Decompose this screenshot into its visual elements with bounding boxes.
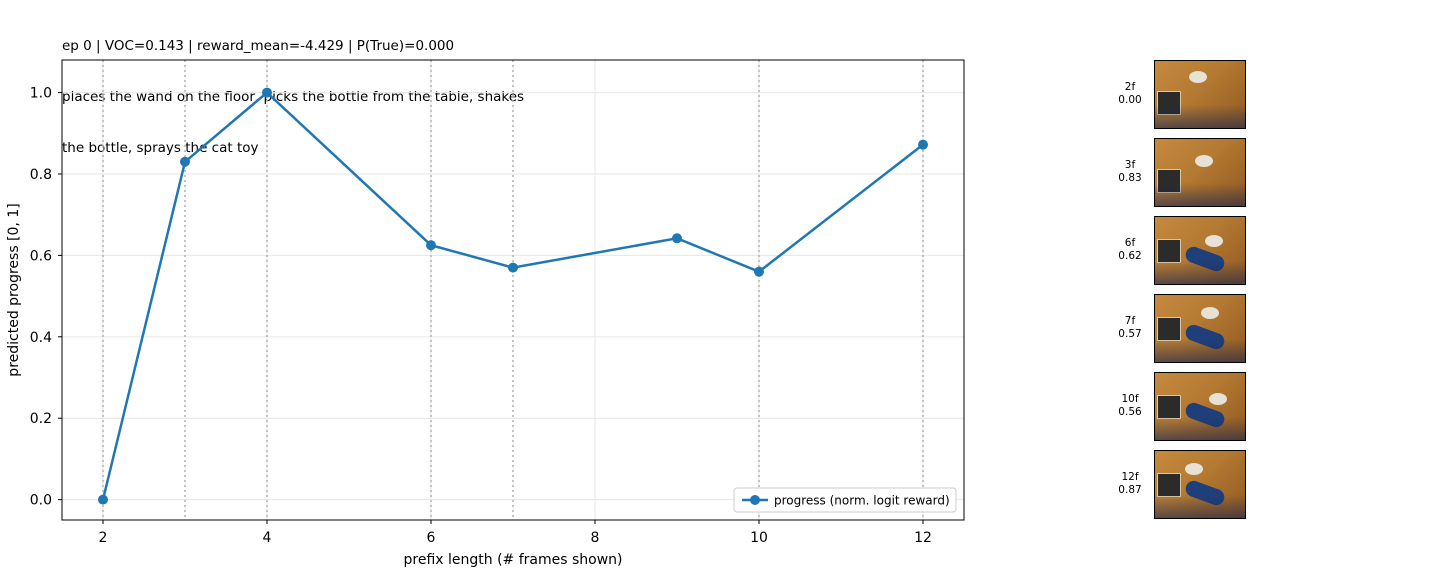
legend-marker xyxy=(750,495,760,505)
x-tick-label: 2 xyxy=(99,530,108,546)
title-line-1: ep 0 | VOC=0.143 | reward_mean=-4.429 | … xyxy=(62,38,455,54)
thumbnail-cat xyxy=(1195,155,1213,167)
thumbnail-frames: 6f xyxy=(1124,237,1136,249)
thumbnail-frames: 2f xyxy=(1124,81,1136,93)
thumbnail-frames: 12f xyxy=(1121,471,1139,483)
plot-frame xyxy=(61,59,965,521)
thumbnail-score: 0.57 xyxy=(1118,328,1142,340)
thumbnail-image xyxy=(1154,138,1246,207)
thumbnail-shade xyxy=(1155,494,1245,518)
y-tick-label: 0.8 xyxy=(30,167,52,183)
x-tick-label: 8 xyxy=(591,530,600,546)
y-tick-label: 0.6 xyxy=(30,248,52,264)
thumbnail-shade xyxy=(1155,338,1245,362)
thumbnail-shade xyxy=(1155,182,1245,206)
thumbnail-label: 3f 0.83 xyxy=(1100,159,1160,185)
thumbnail-score: 0.62 xyxy=(1118,250,1142,262)
data-point xyxy=(754,266,764,277)
thumbnail-device xyxy=(1157,473,1181,497)
data-point xyxy=(98,494,108,505)
title-line-3: the bottle, sprays the cat toy xyxy=(62,140,259,156)
thumbnail-shade xyxy=(1155,260,1245,284)
y-tick-label: 0.0 xyxy=(30,493,52,509)
data-point xyxy=(918,139,928,150)
legend-box xyxy=(733,487,957,513)
thumbnail-label: 10f 0.56 xyxy=(1100,393,1160,419)
x-tick-label: 12 xyxy=(914,530,932,546)
thumbnail-device xyxy=(1157,395,1181,419)
legend-label: progress (norm. logit reward) xyxy=(774,494,950,508)
x-tick-label: 10 xyxy=(750,530,768,546)
y-tick-label: 0.2 xyxy=(30,411,52,427)
x-axis-label: prefix length (# frames shown) xyxy=(404,552,623,568)
thumbnail-label: 7f 0.57 xyxy=(1100,315,1160,341)
thumbnail-device xyxy=(1157,317,1181,341)
y-tick-label: 1.0 xyxy=(30,86,52,102)
thumbnail-score: 0.83 xyxy=(1118,172,1142,184)
chart-canvas: 2 4 6 8 10 12 0.0 0.2 0.4 0.6 0.8 1.0 prefix length … xyxy=(6,59,965,568)
thumbnail-shade xyxy=(1155,416,1245,440)
thumbnail-label: 12f 0.87 xyxy=(1100,471,1160,497)
data-point xyxy=(508,262,518,273)
data-point xyxy=(672,233,682,244)
thumbnail-label: 2f 0.00 xyxy=(1100,81,1160,107)
thumbnail-device xyxy=(1157,239,1181,263)
thumbnail-cat xyxy=(1209,393,1227,405)
y-axis-label: predicted progress [0, 1] xyxy=(6,203,22,376)
thumbnail-frames: 3f xyxy=(1124,159,1136,171)
thumbnail-frames: 10f xyxy=(1121,393,1139,405)
data-point xyxy=(426,240,436,251)
thumbnail-score: 0.56 xyxy=(1118,406,1142,418)
thumbnail-image xyxy=(1154,450,1246,519)
thumbnail-image xyxy=(1154,216,1246,285)
thumbnail-image xyxy=(1154,60,1246,129)
data-point xyxy=(262,87,272,98)
thumbnail-score: 0.87 xyxy=(1118,484,1142,496)
x-tick-label: 4 xyxy=(263,530,272,546)
thumbnail-shade xyxy=(1155,104,1245,128)
thumbnail-label: 6f 0.62 xyxy=(1100,237,1160,263)
x-tick-label: 6 xyxy=(427,530,436,546)
y-tick-label: 0.4 xyxy=(30,330,52,346)
series-line xyxy=(101,90,924,500)
thumbnail-image xyxy=(1154,294,1246,363)
data-point xyxy=(180,156,190,167)
thumbnail-score: 0.00 xyxy=(1118,94,1142,106)
thumbnail-cat xyxy=(1201,307,1219,319)
thumbnail-image xyxy=(1154,372,1246,441)
thumbnail-cat xyxy=(1205,235,1223,247)
thumbnail-cat xyxy=(1189,71,1207,83)
thumbnail-strip: 2f 0.00 3f 0.83 6f 0.62 7f 0.57 10f 0.56 12f 0.87 xyxy=(1100,0,1260,572)
thumbnail-frames: 7f xyxy=(1124,315,1136,327)
thumbnail-cat xyxy=(1185,463,1203,475)
